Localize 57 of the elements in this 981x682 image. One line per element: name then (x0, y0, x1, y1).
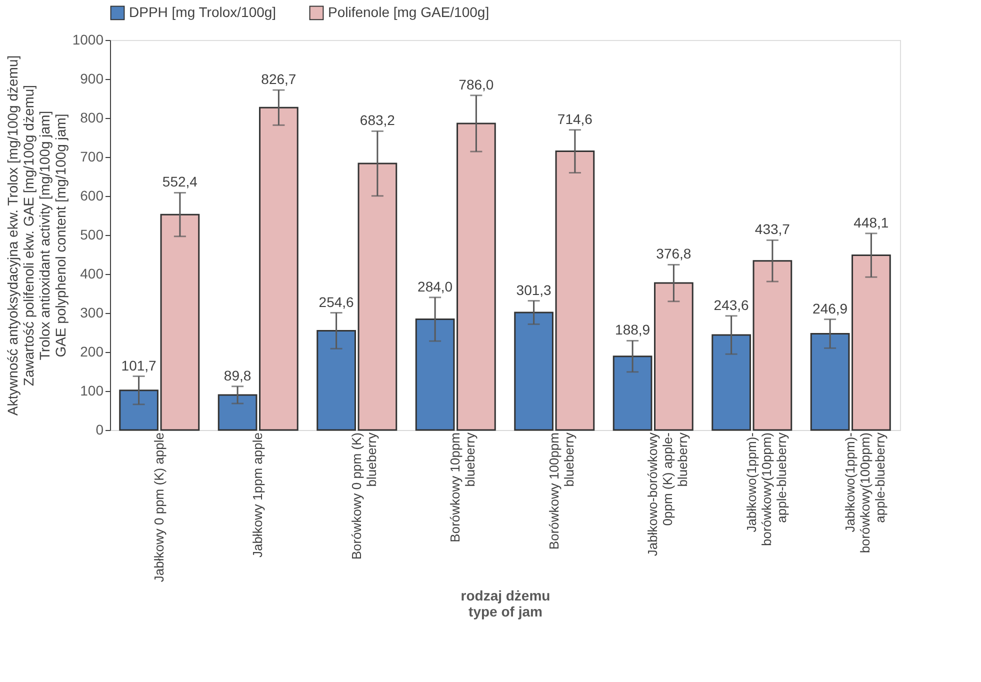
bar (612, 356, 652, 431)
bar (514, 312, 554, 431)
text: Aktywność antyoksydacyjna ekw. Trolox [mg/100g dżemu] (4, 55, 20, 416)
legend-label: DPPH [mg Trolox/100g] (129, 4, 276, 20)
y-tick-label: 400 (80, 266, 104, 282)
y-tick-label: 500 (80, 226, 104, 242)
data-label: 89,8 (224, 367, 252, 384)
x-tick-label: Jabłkowy 0 ppm (K) apple (151, 432, 166, 582)
text: GAE polyphenol content [mg/100g jam] (52, 114, 68, 358)
data-label: 714,6 (557, 110, 593, 127)
data-label: 552,4 (162, 174, 198, 190)
data-label: 433,7 (754, 221, 790, 238)
text: Zawartość polifenoli ekw. GAE [mg/100g dżemu] (20, 84, 36, 386)
bar (415, 318, 455, 431)
text: type of jam (468, 604, 542, 620)
y-tick-label: 100 (80, 382, 104, 398)
bar (810, 332, 850, 431)
text: rodzaj dżemu (460, 588, 550, 604)
text: Trolox antioxidant activity [mg/100g jam] (36, 110, 52, 360)
data-label: 101,7 (121, 357, 157, 374)
y-tick-label: 700 (80, 148, 104, 164)
bar (555, 150, 595, 431)
y-tick-label: 200 (80, 344, 104, 360)
y-tick-label: 800 (80, 110, 104, 126)
bar (358, 162, 398, 431)
x-tick-label: Borówkowy 100ppm blueberry (546, 432, 576, 550)
y-tick-label: 1000 (72, 32, 104, 48)
bar (712, 334, 751, 431)
bar (852, 254, 891, 431)
data-label: 284,0 (418, 278, 453, 294)
bar (752, 260, 792, 431)
y-tick-label: 0 (96, 422, 104, 438)
legend-label: Polifenole [mg GAE/100g] (328, 4, 490, 20)
data-label: 826,7 (261, 71, 296, 88)
bar (259, 106, 298, 431)
y-tick-label: 300 (80, 304, 104, 320)
data-label: 188,9 (615, 322, 650, 338)
x-tick-label: Borówkowy 10ppm blueberry (448, 432, 478, 542)
x-tick-label: Borówkowy 0 ppm (K) blueberry (348, 432, 379, 560)
data-label: 301,3 (516, 282, 552, 298)
bar (160, 214, 200, 431)
y-tick-label: 600 (80, 188, 104, 204)
data-label: 376,8 (656, 246, 692, 262)
bar (316, 330, 356, 431)
bar (119, 390, 158, 431)
data-label: 254,6 (318, 294, 354, 310)
bar (654, 282, 694, 431)
y-tick-label: 900 (80, 70, 104, 86)
data-label: 246,9 (812, 300, 848, 316)
data-label: 683,2 (360, 112, 396, 128)
bar (456, 122, 496, 431)
data-label: 786,0 (458, 76, 494, 92)
x-tick-label: Jabłkowy 1ppm apple (250, 432, 266, 558)
x-tick-label: Jabłkowo-borówkowy 0ppm (K) apple- blueberry (645, 432, 690, 556)
bar (218, 394, 258, 431)
data-label: 243,6 (714, 296, 750, 313)
data-label: 448,1 (854, 214, 889, 230)
